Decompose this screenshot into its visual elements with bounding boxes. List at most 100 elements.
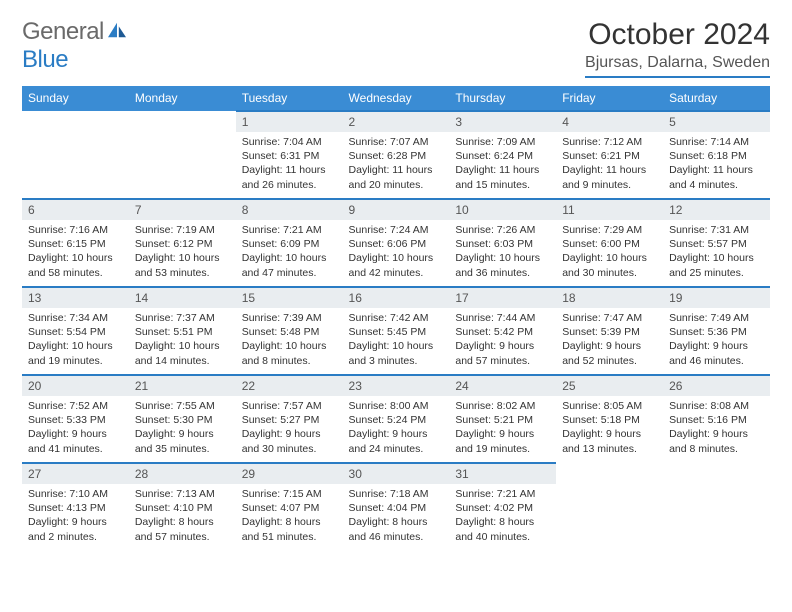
sunrise-text: Sunrise: 7:15 AM xyxy=(242,487,337,501)
day-content: Sunrise: 7:55 AMSunset: 5:30 PMDaylight:… xyxy=(129,396,236,462)
calendar-cell: 15Sunrise: 7:39 AMSunset: 5:48 PMDayligh… xyxy=(236,287,343,375)
calendar-cell: 8Sunrise: 7:21 AMSunset: 6:09 PMDaylight… xyxy=(236,199,343,287)
calendar-cell: 11Sunrise: 7:29 AMSunset: 6:00 PMDayligh… xyxy=(556,199,663,287)
day-content: Sunrise: 7:57 AMSunset: 5:27 PMDaylight:… xyxy=(236,396,343,462)
title-block: October 2024 Bjursas, Dalarna, Sweden xyxy=(585,18,770,78)
day-content: Sunrise: 7:52 AMSunset: 5:33 PMDaylight:… xyxy=(22,396,129,462)
sunset-text: Sunset: 6:06 PM xyxy=(349,237,444,251)
day-content: Sunrise: 7:42 AMSunset: 5:45 PMDaylight:… xyxy=(343,308,450,374)
day-content: Sunrise: 7:04 AMSunset: 6:31 PMDaylight:… xyxy=(236,132,343,198)
logo-word2: Blue xyxy=(22,46,68,73)
weekday-header: Thursday xyxy=(449,86,556,111)
daylight-text: Daylight: 11 hours and 4 minutes. xyxy=(669,163,764,191)
daylight-text: Daylight: 9 hours and 30 minutes. xyxy=(242,427,337,455)
daylight-text: Daylight: 9 hours and 41 minutes. xyxy=(28,427,123,455)
sunrise-text: Sunrise: 7:09 AM xyxy=(455,135,550,149)
sunset-text: Sunset: 5:24 PM xyxy=(349,413,444,427)
sunrise-text: Sunrise: 7:44 AM xyxy=(455,311,550,325)
weekday-header: Tuesday xyxy=(236,86,343,111)
sunset-text: Sunset: 5:48 PM xyxy=(242,325,337,339)
day-content: Sunrise: 7:14 AMSunset: 6:18 PMDaylight:… xyxy=(663,132,770,198)
sunrise-text: Sunrise: 7:29 AM xyxy=(562,223,657,237)
calendar-week-row: 20Sunrise: 7:52 AMSunset: 5:33 PMDayligh… xyxy=(22,375,770,463)
daylight-text: Daylight: 10 hours and 53 minutes. xyxy=(135,251,230,279)
weekday-header: Friday xyxy=(556,86,663,111)
calendar-cell: 22Sunrise: 7:57 AMSunset: 5:27 PMDayligh… xyxy=(236,375,343,463)
sail-icon xyxy=(106,21,128,39)
sunset-text: Sunset: 6:21 PM xyxy=(562,149,657,163)
sunset-text: Sunset: 5:45 PM xyxy=(349,325,444,339)
day-number: 7 xyxy=(129,199,236,220)
calendar-cell: 24Sunrise: 8:02 AMSunset: 5:21 PMDayligh… xyxy=(449,375,556,463)
sunset-text: Sunset: 4:02 PM xyxy=(455,501,550,515)
day-number: 8 xyxy=(236,199,343,220)
calendar-cell xyxy=(129,111,236,199)
daylight-text: Daylight: 8 hours and 51 minutes. xyxy=(242,515,337,543)
day-number: 6 xyxy=(22,199,129,220)
daylight-text: Daylight: 11 hours and 26 minutes. xyxy=(242,163,337,191)
sunrise-text: Sunrise: 7:12 AM xyxy=(562,135,657,149)
sunrise-text: Sunrise: 7:21 AM xyxy=(455,487,550,501)
sunset-text: Sunset: 6:03 PM xyxy=(455,237,550,251)
daylight-text: Daylight: 9 hours and 13 minutes. xyxy=(562,427,657,455)
calendar-cell: 27Sunrise: 7:10 AMSunset: 4:13 PMDayligh… xyxy=(22,463,129,551)
sunset-text: Sunset: 5:33 PM xyxy=(28,413,123,427)
day-number: 27 xyxy=(22,463,129,484)
sunrise-text: Sunrise: 7:34 AM xyxy=(28,311,123,325)
sunset-text: Sunset: 5:36 PM xyxy=(669,325,764,339)
sunset-text: Sunset: 5:30 PM xyxy=(135,413,230,427)
day-number: 24 xyxy=(449,375,556,396)
day-content: Sunrise: 7:16 AMSunset: 6:15 PMDaylight:… xyxy=(22,220,129,286)
calendar-cell: 2Sunrise: 7:07 AMSunset: 6:28 PMDaylight… xyxy=(343,111,450,199)
daylight-text: Daylight: 8 hours and 40 minutes. xyxy=(455,515,550,543)
day-content: Sunrise: 7:19 AMSunset: 6:12 PMDaylight:… xyxy=(129,220,236,286)
calendar-cell: 4Sunrise: 7:12 AMSunset: 6:21 PMDaylight… xyxy=(556,111,663,199)
day-number: 29 xyxy=(236,463,343,484)
calendar-cell: 31Sunrise: 7:21 AMSunset: 4:02 PMDayligh… xyxy=(449,463,556,551)
calendar-cell: 5Sunrise: 7:14 AMSunset: 6:18 PMDaylight… xyxy=(663,111,770,199)
day-content: Sunrise: 8:02 AMSunset: 5:21 PMDaylight:… xyxy=(449,396,556,462)
day-number: 14 xyxy=(129,287,236,308)
day-number: 4 xyxy=(556,111,663,132)
sunset-text: Sunset: 5:16 PM xyxy=(669,413,764,427)
day-content: Sunrise: 7:37 AMSunset: 5:51 PMDaylight:… xyxy=(129,308,236,374)
day-number: 28 xyxy=(129,463,236,484)
calendar-week-row: 1Sunrise: 7:04 AMSunset: 6:31 PMDaylight… xyxy=(22,111,770,199)
day-content: Sunrise: 7:21 AMSunset: 6:09 PMDaylight:… xyxy=(236,220,343,286)
calendar-cell: 10Sunrise: 7:26 AMSunset: 6:03 PMDayligh… xyxy=(449,199,556,287)
day-number: 20 xyxy=(22,375,129,396)
calendar-cell: 29Sunrise: 7:15 AMSunset: 4:07 PMDayligh… xyxy=(236,463,343,551)
page-title: October 2024 xyxy=(585,18,770,52)
daylight-text: Daylight: 8 hours and 57 minutes. xyxy=(135,515,230,543)
daylight-text: Daylight: 9 hours and 24 minutes. xyxy=(349,427,444,455)
day-number: 12 xyxy=(663,199,770,220)
daylight-text: Daylight: 9 hours and 35 minutes. xyxy=(135,427,230,455)
daylight-text: Daylight: 10 hours and 25 minutes. xyxy=(669,251,764,279)
sunrise-text: Sunrise: 7:57 AM xyxy=(242,399,337,413)
sunset-text: Sunset: 4:13 PM xyxy=(28,501,123,515)
daylight-text: Daylight: 10 hours and 42 minutes. xyxy=(349,251,444,279)
daylight-text: Daylight: 10 hours and 3 minutes. xyxy=(349,339,444,367)
calendar-cell: 23Sunrise: 8:00 AMSunset: 5:24 PMDayligh… xyxy=(343,375,450,463)
daylight-text: Daylight: 10 hours and 19 minutes. xyxy=(28,339,123,367)
calendar-cell: 3Sunrise: 7:09 AMSunset: 6:24 PMDaylight… xyxy=(449,111,556,199)
daylight-text: Daylight: 11 hours and 15 minutes. xyxy=(455,163,550,191)
logo-word1: General xyxy=(22,18,104,45)
sunset-text: Sunset: 6:31 PM xyxy=(242,149,337,163)
sunset-text: Sunset: 5:21 PM xyxy=(455,413,550,427)
sunrise-text: Sunrise: 8:02 AM xyxy=(455,399,550,413)
weekday-header-row: SundayMondayTuesdayWednesdayThursdayFrid… xyxy=(22,86,770,111)
day-number: 3 xyxy=(449,111,556,132)
calendar-cell xyxy=(22,111,129,199)
day-content: Sunrise: 7:44 AMSunset: 5:42 PMDaylight:… xyxy=(449,308,556,374)
day-content: Sunrise: 8:05 AMSunset: 5:18 PMDaylight:… xyxy=(556,396,663,462)
sunrise-text: Sunrise: 7:04 AM xyxy=(242,135,337,149)
sunset-text: Sunset: 5:27 PM xyxy=(242,413,337,427)
day-content: Sunrise: 7:31 AMSunset: 5:57 PMDaylight:… xyxy=(663,220,770,286)
sunrise-text: Sunrise: 7:31 AM xyxy=(669,223,764,237)
sunrise-text: Sunrise: 7:14 AM xyxy=(669,135,764,149)
day-content: Sunrise: 7:49 AMSunset: 5:36 PMDaylight:… xyxy=(663,308,770,374)
day-content: Sunrise: 7:12 AMSunset: 6:21 PMDaylight:… xyxy=(556,132,663,198)
daylight-text: Daylight: 11 hours and 9 minutes. xyxy=(562,163,657,191)
sunset-text: Sunset: 6:28 PM xyxy=(349,149,444,163)
